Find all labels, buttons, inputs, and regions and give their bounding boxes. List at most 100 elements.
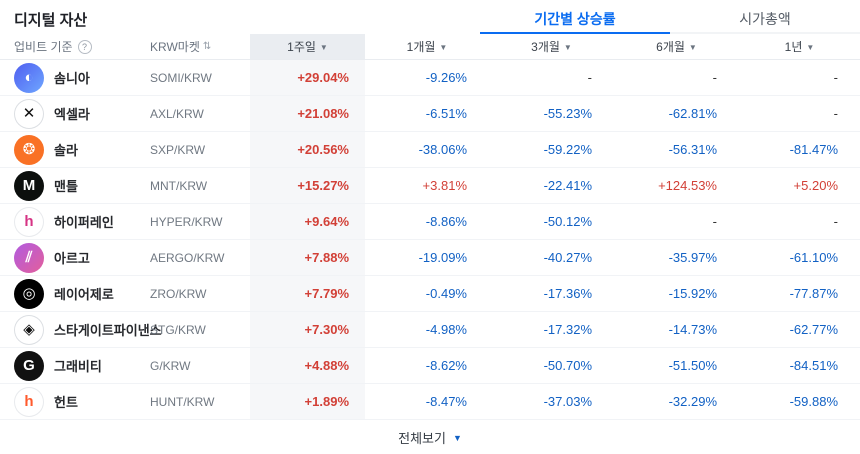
change-value-period-3: -17.36% bbox=[543, 286, 592, 301]
table-row[interactable]: M 맨틀 MNT/KRW +15.27% +3.81% -22.41% +124.53% +5… bbox=[0, 168, 860, 204]
coin-cell: h 헌트 bbox=[0, 384, 150, 419]
table-row[interactable]: h 헌트 HUNT/KRW +1.89% -8.47% -37.03% -32.29% -59… bbox=[0, 384, 860, 420]
change-value-period-4: +124.53% bbox=[658, 178, 717, 193]
change-value-period-5: +5.20% bbox=[793, 178, 838, 193]
column-header-period-1[interactable]: 1주일 ▼ bbox=[250, 34, 365, 59]
assets-table-body: ◐ 솜니아 SOMI/KRW +29.04% -9.26% - - - ✕ 엑셀라 AXL/KRW +… bbox=[0, 60, 860, 420]
chevron-down-icon: ▼ bbox=[439, 43, 448, 52]
change-value-period-3: - bbox=[587, 70, 592, 85]
coin-name: 맨틀 bbox=[54, 179, 78, 194]
change-value-period-2: -19.09% bbox=[418, 250, 467, 265]
table-row[interactable]: ◐ 솜니아 SOMI/KRW +29.04% -9.26% - - - bbox=[0, 60, 860, 96]
coin-symbol: HYPER/KRW bbox=[150, 214, 223, 229]
change-value-period-1: +4.88% bbox=[250, 348, 365, 383]
change-value-period-4: -14.73% bbox=[668, 322, 717, 337]
change-value-period-4: -56.31% bbox=[668, 142, 717, 157]
coin-name: 레이어제로 bbox=[54, 287, 114, 302]
table-header: 업비트 기준 ? KRW마켓 ⇅ 1주일 ▼ 1개월 ▼ 3개월 ▼ 6개월 ▼ 1년 ▼ bbox=[0, 34, 860, 60]
coin-name: 아르고 bbox=[54, 251, 90, 266]
coin-cell: ◎ 레이어제로 bbox=[0, 276, 150, 311]
coin-name: 솜니아 bbox=[54, 71, 90, 86]
period-label: 3개월 bbox=[531, 40, 560, 54]
solar-icon: ❂ bbox=[14, 134, 44, 165]
change-value-period-1: +9.64% bbox=[250, 204, 365, 239]
chevron-down-icon: ▼ bbox=[806, 43, 815, 52]
table-row[interactable]: h 하이퍼레인 HYPER/KRW +9.64% -8.86% -50.12% - - bbox=[0, 204, 860, 240]
change-value-period-3: -22.41% bbox=[543, 178, 592, 193]
table-row[interactable]: G 그래비티 G/KRW +4.88% -8.62% -50.70% -51.50% -84.… bbox=[0, 348, 860, 384]
change-value-period-2: -8.47% bbox=[425, 394, 467, 409]
change-value-period-4: -62.81% bbox=[668, 106, 717, 121]
change-value-period-2: -4.98% bbox=[425, 322, 467, 337]
coin-symbol: AXL/KRW bbox=[150, 106, 204, 121]
change-value-period-1: +7.88% bbox=[250, 240, 365, 275]
coin-symbol: AERGO/KRW bbox=[150, 250, 225, 265]
change-value-period-5: -62.77% bbox=[789, 322, 838, 337]
change-value-period-2: -38.06% bbox=[418, 142, 467, 157]
change-value-period-4: -51.50% bbox=[668, 358, 717, 373]
table-row[interactable]: ❂ 솔라 SXP/KRW +20.56% -38.06% -59.22% -56.31% -8… bbox=[0, 132, 860, 168]
column-header-period-4[interactable]: 6개월 ▼ bbox=[614, 34, 739, 59]
view-all-label: 전체보기 bbox=[398, 430, 446, 446]
change-value-period-2: -0.49% bbox=[425, 286, 467, 301]
chevron-down-icon: ▼ bbox=[452, 433, 462, 443]
column-header-period-3[interactable]: 3개월 ▼ bbox=[489, 34, 614, 59]
change-value-period-3: -17.32% bbox=[543, 322, 592, 337]
change-value-period-4: - bbox=[712, 70, 717, 85]
change-value-period-5: -61.10% bbox=[789, 250, 838, 265]
column-header-market[interactable]: KRW마켓 ⇅ bbox=[150, 34, 250, 59]
tab-market-cap[interactable]: 시가총액 bbox=[670, 0, 860, 34]
change-value-period-3: -59.22% bbox=[543, 142, 592, 157]
table-row[interactable]: ✕ 엑셀라 AXL/KRW +21.08% -6.51% -55.23% -62.81% - bbox=[0, 96, 860, 132]
table-footer: 전체보기 ▼ bbox=[0, 420, 860, 454]
coin-symbol: SOMI/KRW bbox=[150, 70, 212, 85]
change-value-period-3: -40.27% bbox=[543, 250, 592, 265]
coin-cell: h 하이퍼레인 bbox=[0, 204, 150, 239]
change-value-period-3: -50.12% bbox=[543, 214, 592, 229]
period-label: 1년 bbox=[784, 40, 803, 54]
column-header-period-2[interactable]: 1개월 ▼ bbox=[365, 34, 489, 59]
view-all-button[interactable]: 전체보기 ▼ bbox=[398, 428, 462, 447]
change-value-period-1: +1.89% bbox=[250, 384, 365, 419]
tab-period-return[interactable]: 기간별 상승률 bbox=[480, 0, 670, 34]
help-icon[interactable]: ? bbox=[77, 39, 92, 54]
coin-cell: ◈ 스타게이트파이낸스 bbox=[0, 312, 162, 347]
tab-bar: 기간별 상승률 시가총액 bbox=[480, 0, 860, 34]
change-value-period-3: -37.03% bbox=[543, 394, 592, 409]
table-row[interactable]: ⫽ 아르고 AERGO/KRW +7.88% -19.09% -40.27% -35.97%… bbox=[0, 240, 860, 276]
change-value-period-2: +3.81% bbox=[422, 178, 467, 193]
change-value-period-1: +7.30% bbox=[250, 312, 365, 347]
change-value-period-5: - bbox=[833, 106, 838, 121]
coin-name: 하이퍼레인 bbox=[54, 215, 114, 230]
change-value-period-3: -55.23% bbox=[543, 106, 592, 121]
change-value-period-4: - bbox=[712, 214, 717, 229]
aergo-icon: ⫽ bbox=[14, 242, 44, 273]
change-value-period-5: - bbox=[833, 70, 838, 85]
coin-symbol: MNT/KRW bbox=[150, 178, 208, 193]
change-value-period-2: -8.62% bbox=[425, 358, 467, 373]
coin-symbol: SXP/KRW bbox=[150, 142, 206, 157]
column-header-period-5[interactable]: 1년 ▼ bbox=[739, 34, 860, 59]
change-value-period-1: +15.27% bbox=[250, 168, 365, 203]
coin-name: 엑셀라 bbox=[54, 107, 90, 122]
market-label: KRW마켓 bbox=[150, 40, 200, 54]
somnia-icon: ◐ bbox=[14, 62, 44, 93]
basis-label: 업비트 기준 bbox=[14, 40, 73, 54]
change-value-period-5: -81.47% bbox=[789, 142, 838, 157]
chevron-down-icon: ▼ bbox=[563, 43, 572, 52]
hunt-icon: h bbox=[14, 386, 44, 417]
coin-cell: G 그래비티 bbox=[0, 348, 150, 383]
chevron-down-icon: ▼ bbox=[319, 43, 328, 52]
chevron-down-icon: ▼ bbox=[688, 43, 697, 52]
coin-symbol: STG/KRW bbox=[150, 322, 206, 337]
change-value-period-5: - bbox=[833, 214, 838, 229]
table-row[interactable]: ◈ 스타게이트파이낸스 STG/KRW +7.30% -4.98% -17.32% -14.… bbox=[0, 312, 860, 348]
coin-name: 그래비티 bbox=[54, 359, 102, 374]
coin-name: 헌트 bbox=[54, 395, 78, 410]
mantle-icon: M bbox=[14, 170, 44, 201]
coin-cell: ⫽ 아르고 bbox=[0, 240, 150, 275]
period-label: 6개월 bbox=[656, 40, 685, 54]
coin-cell: M 맨틀 bbox=[0, 168, 150, 203]
table-row[interactable]: ◎ 레이어제로 ZRO/KRW +7.79% -0.49% -17.36% -15.92% -… bbox=[0, 276, 860, 312]
change-value-period-1: +21.08% bbox=[250, 96, 365, 131]
